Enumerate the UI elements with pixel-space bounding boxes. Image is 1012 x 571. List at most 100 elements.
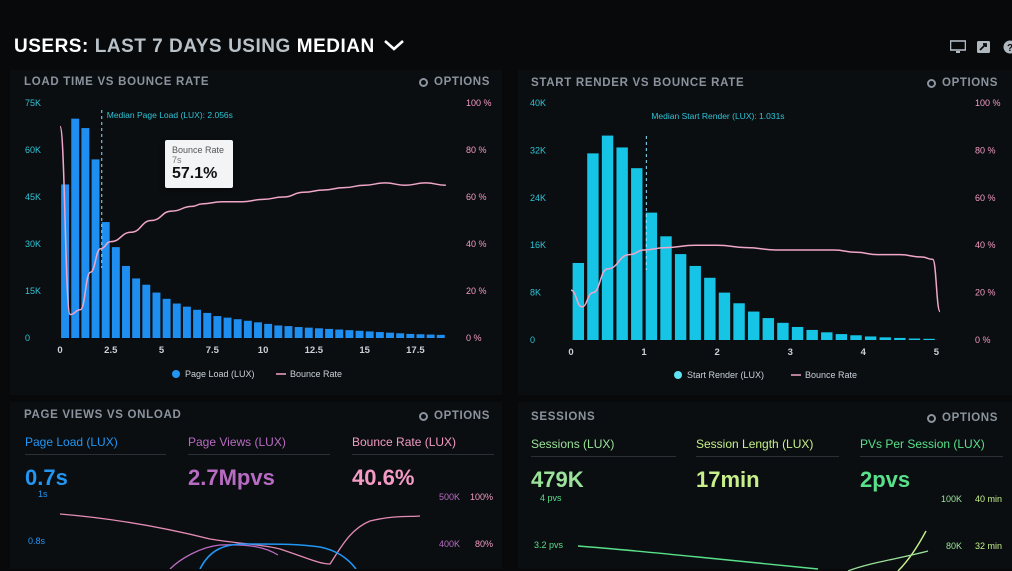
title-range: LAST 7 DAYS — [95, 36, 222, 58]
y-tick-label: 60K — [25, 145, 41, 155]
histogram-bar — [792, 327, 803, 340]
x-tick-label: 15 — [359, 345, 370, 356]
histogram-bar — [224, 318, 232, 338]
histogram-bar — [264, 324, 272, 338]
histogram-bar — [345, 330, 353, 338]
y-tick: 0.8s — [28, 536, 46, 546]
y3-tick: 40 min — [975, 494, 1002, 504]
svg-text:?: ? — [1007, 43, 1012, 54]
metric-label: PVs Per Session (LUX) — [860, 437, 1003, 457]
y2-tick-label: 80 % — [466, 145, 487, 155]
y-tick-label: 24K — [530, 193, 546, 203]
histogram-bar — [923, 339, 934, 340]
panel-title: PAGE VIEWS VS ONLOAD — [24, 409, 182, 421]
x-tick-label: 0 — [568, 347, 573, 358]
help-icon[interactable]: ? — [1002, 40, 1012, 54]
y-tick-label: 0 — [25, 333, 30, 343]
options-button[interactable]: OPTIONS — [927, 412, 998, 424]
share-icon[interactable] — [976, 40, 992, 54]
histogram-bar — [203, 313, 211, 338]
x-tick-label: 12.5 — [305, 345, 324, 356]
y2-tick-label: 100 % — [975, 98, 1001, 108]
page-views-mini-chart: 1s 0.8s 500K 400K 100% 80% — [10, 489, 502, 569]
metric-sessions[interactable]: Sessions (LUX) 479K — [531, 437, 676, 493]
options-button[interactable]: OPTIONS — [419, 410, 490, 422]
x-tick-label: 4 — [861, 347, 867, 358]
metric-session-length[interactable]: Session Length (LUX) 17min — [696, 437, 839, 493]
histogram-bar — [733, 303, 744, 340]
monitor-icon[interactable] — [950, 40, 966, 54]
histogram-bar — [274, 325, 282, 338]
metric-pvs-per-session[interactable]: PVs Per Session (LUX) 2pvs — [860, 437, 1003, 493]
histogram-bar — [183, 307, 191, 338]
histogram-bar — [163, 299, 171, 338]
metric-value: 479K — [531, 467, 676, 493]
metric-label: Page Load (LUX) — [25, 435, 166, 455]
bounce-rate-tooltip: Bounce Rate 7s 57.1% — [165, 140, 233, 188]
dashboard-title[interactable]: USERS: LAST 7 DAYS USING MEDIAN — [14, 34, 405, 60]
histogram-bar — [675, 254, 686, 340]
chevron-down-icon[interactable] — [383, 36, 405, 58]
y2-tick-label: 100 % — [466, 98, 492, 108]
options-label: OPTIONS — [942, 412, 998, 424]
metric-page-views[interactable]: Page Views (LUX) 2.7Mpvs — [188, 435, 330, 491]
histogram-bar — [366, 331, 374, 338]
legend-swatch-bars — [674, 371, 682, 379]
histogram-bar — [335, 330, 343, 338]
histogram-bar — [295, 327, 303, 338]
bounce-rate-line — [60, 514, 420, 564]
y2-tick: 500K — [439, 492, 460, 502]
y2-tick: 100K — [941, 494, 962, 504]
legend-swatch-bars — [172, 370, 180, 378]
histogram-bar — [660, 236, 671, 340]
histogram-bar — [909, 339, 920, 340]
y2-tick-label: 40 % — [466, 239, 487, 249]
metric-value: 40.6% — [352, 465, 494, 491]
x-tick-label: 0 — [57, 345, 62, 356]
page-load-line — [200, 544, 356, 569]
y2-tick-label: 60 % — [466, 192, 487, 202]
metric-bounce-rate[interactable]: Bounce Rate (LUX) 40.6% — [352, 435, 494, 491]
x-tick-label: 7.5 — [206, 345, 220, 356]
legend-label: Bounce Rate — [290, 369, 342, 379]
tooltip-x: 7s — [172, 155, 226, 165]
histogram-bar — [821, 332, 832, 340]
page-views-line — [170, 545, 278, 569]
x-tick-label: 5 — [934, 347, 940, 358]
histogram-bar — [315, 328, 323, 338]
y2-tick-label: 40 % — [975, 240, 996, 250]
sessions-mini-chart: 4 pvs 3.2 pvs 100K 80K 40 min 32 min — [518, 491, 1012, 571]
y2-tick-label: 0 % — [466, 333, 482, 343]
histogram-bar — [777, 323, 788, 340]
histogram-bar — [244, 321, 252, 338]
x-tick-label: 2.5 — [104, 345, 118, 356]
metric-page-load[interactable]: Page Load (LUX) 0.7s — [25, 435, 166, 491]
histogram-bar — [122, 266, 130, 338]
y-tick-label: 45K — [25, 192, 41, 202]
histogram-bar — [894, 338, 905, 340]
median-label: Median Page Load (LUX): 2.056s — [107, 110, 233, 120]
histogram-bar — [325, 329, 333, 338]
metric-value: 0.7s — [25, 465, 166, 491]
metric-label: Page Views (LUX) — [188, 435, 330, 455]
y2-tick: 400K — [439, 539, 460, 549]
histogram-bar — [92, 159, 100, 338]
histogram-bar — [690, 266, 701, 340]
y-tick: 1s — [38, 489, 48, 499]
histogram-bar — [427, 335, 435, 338]
gear-icon — [419, 412, 428, 421]
histogram-bar — [132, 278, 140, 338]
y3-tick: 100% — [470, 492, 493, 502]
histogram-bar — [836, 334, 847, 340]
histogram-bar — [763, 318, 774, 340]
legend-label: Page Load (LUX) — [185, 369, 255, 379]
x-tick-label: 17.5 — [406, 345, 425, 356]
histogram-bar — [142, 285, 150, 338]
title-users: USERS: — [14, 36, 89, 58]
sessions-line — [848, 551, 928, 571]
legend-label: Bounce Rate — [805, 370, 857, 380]
panel-sessions: SESSIONS OPTIONS Sessions (LUX) 479K Ses… — [518, 402, 1012, 569]
metric-value: 17min — [696, 467, 839, 493]
